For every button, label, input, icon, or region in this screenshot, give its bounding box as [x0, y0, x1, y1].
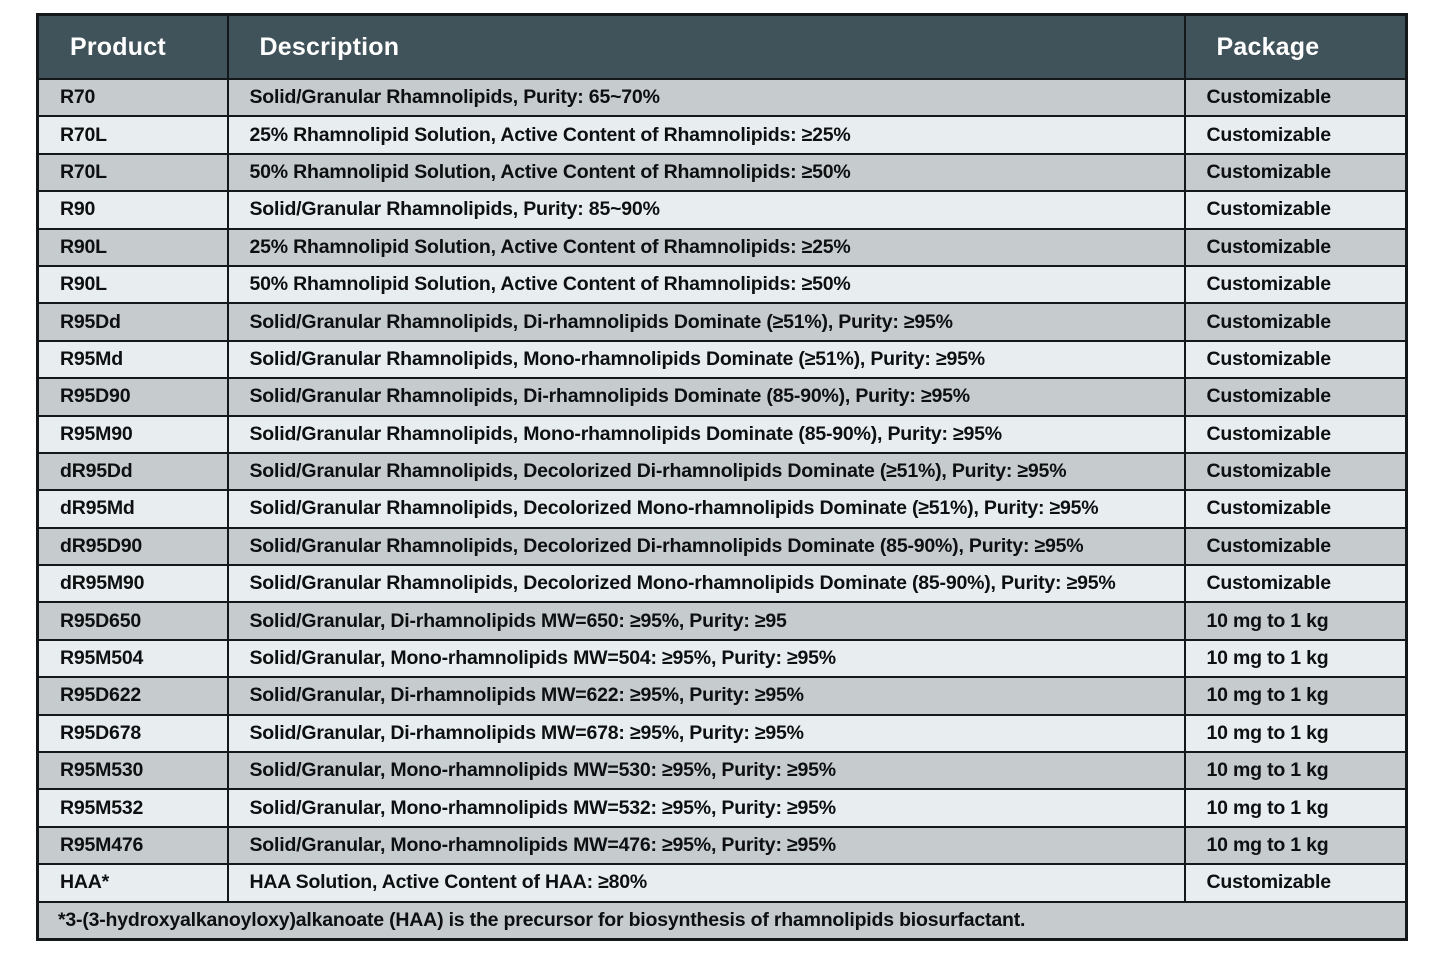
- description-cell: Solid/Granular Rhamnolipids, Mono-rhamno…: [226, 339, 1186, 380]
- package-cell: 10 mg to 1 kg: [1183, 638, 1408, 679]
- description-cell: HAA Solution, Active Content of HAA: ≥80…: [226, 863, 1186, 903]
- product-cell: R95M476: [36, 825, 229, 866]
- product-cell: R95D678: [36, 713, 229, 754]
- product-cell: R95Md: [36, 339, 229, 380]
- table-row: dR95M90 Solid/Granular Rhamnolipids, Deco…: [36, 564, 1408, 604]
- table-row: dR95Md Solid/Granular Rhamnolipids, Decol…: [36, 489, 1408, 529]
- package-cell: Customizable: [1183, 77, 1408, 118]
- table-row: R95D622 Solid/Granular, Di-rhamnolipids M…: [36, 676, 1408, 716]
- description-cell: 25% Rhamnolipid Solution, Active Content…: [226, 227, 1186, 267]
- table-row: dR95D90 Solid/Granular Rhamnolipids, Deco…: [36, 526, 1408, 567]
- column-header-package: Package: [1183, 13, 1408, 80]
- product-cell: dR95Md: [36, 489, 229, 529]
- product-cell: R90: [36, 190, 229, 230]
- description-cell: Solid/Granular Rhamnolipids, Di-rhamnoli…: [226, 377, 1186, 417]
- table-row: R70 Solid/Granular Rhamnolipids, Purity: …: [36, 77, 1408, 118]
- product-cell: R95M90: [36, 414, 229, 454]
- table-row: R90L 25% Rhamnolipid Solution, Active Con…: [36, 227, 1408, 267]
- table-row: R95M90 Solid/Granular Rhamnolipids, Mono-…: [36, 414, 1408, 454]
- description-cell: Solid/Granular, Mono-rhamnolipids MW=532…: [226, 788, 1186, 828]
- package-cell: Customizable: [1183, 190, 1408, 230]
- description-cell: Solid/Granular Rhamnolipids, Mono-rhamno…: [226, 414, 1186, 454]
- description-cell: Solid/Granular, Di-rhamnolipids MW=678: …: [226, 713, 1186, 754]
- package-cell: Customizable: [1183, 863, 1408, 903]
- package-cell: 10 mg to 1 kg: [1183, 676, 1408, 716]
- table-row: R95M504 Solid/Granular, Mono-rhamnolipids…: [36, 638, 1408, 679]
- product-cell: dR95D90: [36, 526, 229, 567]
- product-cell: R95Dd: [36, 302, 229, 342]
- product-cell: R95D650: [36, 601, 229, 641]
- product-cell: dR95Dd: [36, 451, 229, 492]
- table-row: R95D650 Solid/Granular, Di-rhamnolipids M…: [36, 601, 1408, 641]
- table-container: Product Description Package R70 Solid/Gra…: [36, 13, 1408, 941]
- product-cell: R90L: [36, 227, 229, 267]
- product-cell: dR95M90: [36, 564, 229, 604]
- description-cell: Solid/Granular, Mono-rhamnolipids MW=504…: [226, 638, 1186, 679]
- package-cell: Customizable: [1183, 526, 1408, 567]
- package-cell: 10 mg to 1 kg: [1183, 713, 1408, 754]
- package-cell: Customizable: [1183, 451, 1408, 492]
- column-header-product: Product: [36, 13, 229, 80]
- description-cell: Solid/Granular Rhamnolipids, Decolorized…: [226, 564, 1186, 604]
- header-row: Product Description Package: [36, 13, 1408, 80]
- rhamnolipid-product-table: Product Description Package R70 Solid/Gra…: [36, 13, 1408, 941]
- table-row: R70L 50% Rhamnolipid Solution, Active Con…: [36, 152, 1408, 193]
- table-row: dR95Dd Solid/Granular Rhamnolipids, Decol…: [36, 451, 1408, 492]
- package-cell: 10 mg to 1 kg: [1183, 825, 1408, 866]
- package-cell: 10 mg to 1 kg: [1183, 601, 1408, 641]
- description-cell: 50% Rhamnolipid Solution, Active Content…: [226, 152, 1186, 193]
- table-row: R95M530 Solid/Granular, Mono-rhamnolipids…: [36, 751, 1408, 791]
- package-cell: Customizable: [1183, 414, 1408, 454]
- description-cell: Solid/Granular Rhamnolipids, Decolorized…: [226, 489, 1186, 529]
- package-cell: Customizable: [1183, 377, 1408, 417]
- table-row: R95Dd Solid/Granular Rhamnolipids, Di-rha…: [36, 302, 1408, 342]
- description-cell: Solid/Granular Rhamnolipids, Di-rhamnoli…: [226, 302, 1186, 342]
- table-row: R95M532 Solid/Granular, Mono-rhamnolipids…: [36, 788, 1408, 828]
- product-cell: R95M530: [36, 751, 229, 791]
- description-cell: 25% Rhamnolipid Solution, Active Content…: [226, 115, 1186, 155]
- package-cell: Customizable: [1183, 115, 1408, 155]
- table-row: R90 Solid/Granular Rhamnolipids, Purity: …: [36, 190, 1408, 230]
- product-cell: HAA*: [36, 863, 229, 903]
- description-cell: Solid/Granular Rhamnolipids, Purity: 85~…: [226, 190, 1186, 230]
- description-cell: Solid/Granular, Di-rhamnolipids MW=622: …: [226, 676, 1186, 716]
- package-cell: Customizable: [1183, 564, 1408, 604]
- table-row: R95D90 Solid/Granular Rhamnolipids, Di-rh…: [36, 377, 1408, 417]
- description-cell: Solid/Granular Rhamnolipids, Decolorized…: [226, 526, 1186, 567]
- table-row: R70L 25% Rhamnolipid Solution, Active Con…: [36, 115, 1408, 155]
- description-cell: Solid/Granular Rhamnolipids, Purity: 65~…: [226, 77, 1186, 118]
- product-cell: R95D622: [36, 676, 229, 716]
- table-row: R95M476 Solid/Granular, Mono-rhamnolipids…: [36, 825, 1408, 866]
- footnote-row: *3-(3-hydroxyalkanoyloxy)alkanoate (HAA)…: [36, 900, 1408, 941]
- package-cell: Customizable: [1183, 489, 1408, 529]
- product-cell: R90L: [36, 264, 229, 305]
- product-cell: R95D90: [36, 377, 229, 417]
- package-cell: Customizable: [1183, 302, 1408, 342]
- footnote-text: *3-(3-hydroxyalkanoyloxy)alkanoate (HAA)…: [36, 900, 1408, 941]
- product-cell: R95M504: [36, 638, 229, 679]
- package-cell: 10 mg to 1 kg: [1183, 788, 1408, 828]
- column-header-description: Description: [226, 13, 1186, 80]
- package-cell: Customizable: [1183, 264, 1408, 305]
- product-cell: R70L: [36, 152, 229, 193]
- package-cell: 10 mg to 1 kg: [1183, 751, 1408, 791]
- description-cell: Solid/Granular, Di-rhamnolipids MW=650: …: [226, 601, 1186, 641]
- product-cell: R70L: [36, 115, 229, 155]
- table-row: R95D678 Solid/Granular, Di-rhamnolipids M…: [36, 713, 1408, 754]
- description-cell: Solid/Granular, Mono-rhamnolipids MW=476…: [226, 825, 1186, 866]
- package-cell: Customizable: [1183, 339, 1408, 380]
- description-cell: Solid/Granular Rhamnolipids, Decolorized…: [226, 451, 1186, 492]
- product-cell: R95M532: [36, 788, 229, 828]
- product-cell: R70: [36, 77, 229, 118]
- package-cell: Customizable: [1183, 227, 1408, 267]
- table-row: R90L 50% Rhamnolipid Solution, Active Con…: [36, 264, 1408, 305]
- package-cell: Customizable: [1183, 152, 1408, 193]
- table-row: HAA* HAA Solution, Active Content of HAA:…: [36, 863, 1408, 903]
- table-row: R95Md Solid/Granular Rhamnolipids, Mono-r…: [36, 339, 1408, 380]
- description-cell: 50% Rhamnolipid Solution, Active Content…: [226, 264, 1186, 305]
- description-cell: Solid/Granular, Mono-rhamnolipids MW=530…: [226, 751, 1186, 791]
